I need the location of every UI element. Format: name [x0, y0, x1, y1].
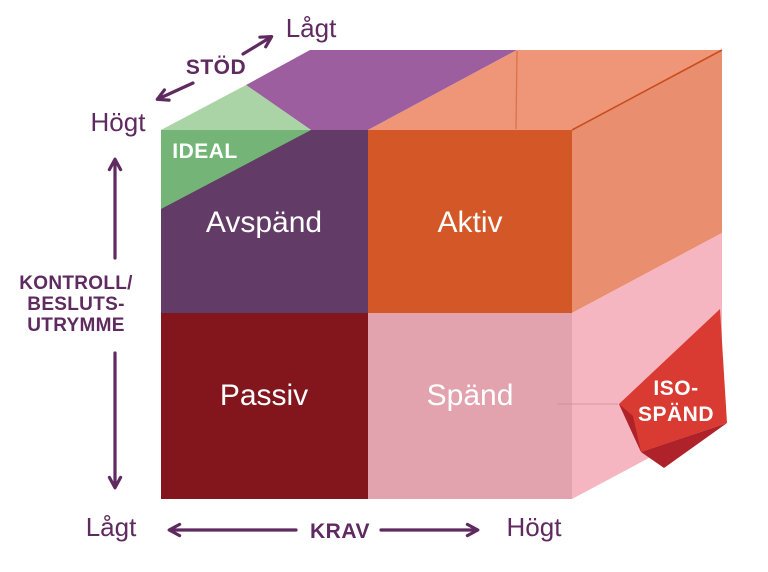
- krav-axis-name: KRAV: [310, 520, 370, 543]
- quadrant-aktiv: [368, 130, 572, 313]
- quadrant-avspand-label: Avspänd: [206, 206, 322, 239]
- cube-top-face-avspand: [246, 50, 517, 130]
- kontroll-high-label: Högt: [91, 107, 147, 137]
- quadrant-spand-label: Spänd: [427, 379, 514, 412]
- quadrant-passiv: [161, 313, 368, 499]
- cube-top-face-aktiv-inside: [368, 50, 722, 130]
- iso-spand-wedge: [619, 309, 727, 452]
- iso-spand-wedge-fold-left: [619, 404, 641, 452]
- iso-spand-label-line1: ISO-: [653, 377, 698, 400]
- krav-high-label: Högt: [507, 512, 563, 542]
- top-right-edge-line: [571, 49, 723, 131]
- kontroll-low-label: Lågt: [86, 512, 137, 542]
- kontroll-axis-name-line1: KONTROLL/: [19, 273, 133, 294]
- ideal-top-triangle: [161, 85, 311, 130]
- top-face-seam-line: [515, 50, 518, 130]
- iso-spand-label-line2: SPÄND: [638, 403, 714, 426]
- ideal-front-triangle: [161, 130, 311, 209]
- cube-side-face-aktiv: [572, 50, 722, 313]
- kontroll-axis-name-line3: UTRYMME: [27, 315, 124, 336]
- kontroll-axis-name-line2: BESLUTS-: [27, 294, 124, 315]
- quadrant-spand: [368, 313, 572, 499]
- stod-axis-name: STÖD: [186, 56, 246, 79]
- stod-axis-arrow-front: [155, 81, 195, 102]
- ideal-corner-label: IDEAL: [172, 140, 238, 163]
- quadrant-passiv-label: Passiv: [220, 379, 308, 412]
- quadrant-aktiv-label: Aktiv: [437, 206, 502, 239]
- stod-axis-arrow-back: [241, 34, 274, 56]
- iso-spand-wedge-fold-bottom: [641, 423, 727, 468]
- stod-low-label: Lågt: [286, 13, 337, 43]
